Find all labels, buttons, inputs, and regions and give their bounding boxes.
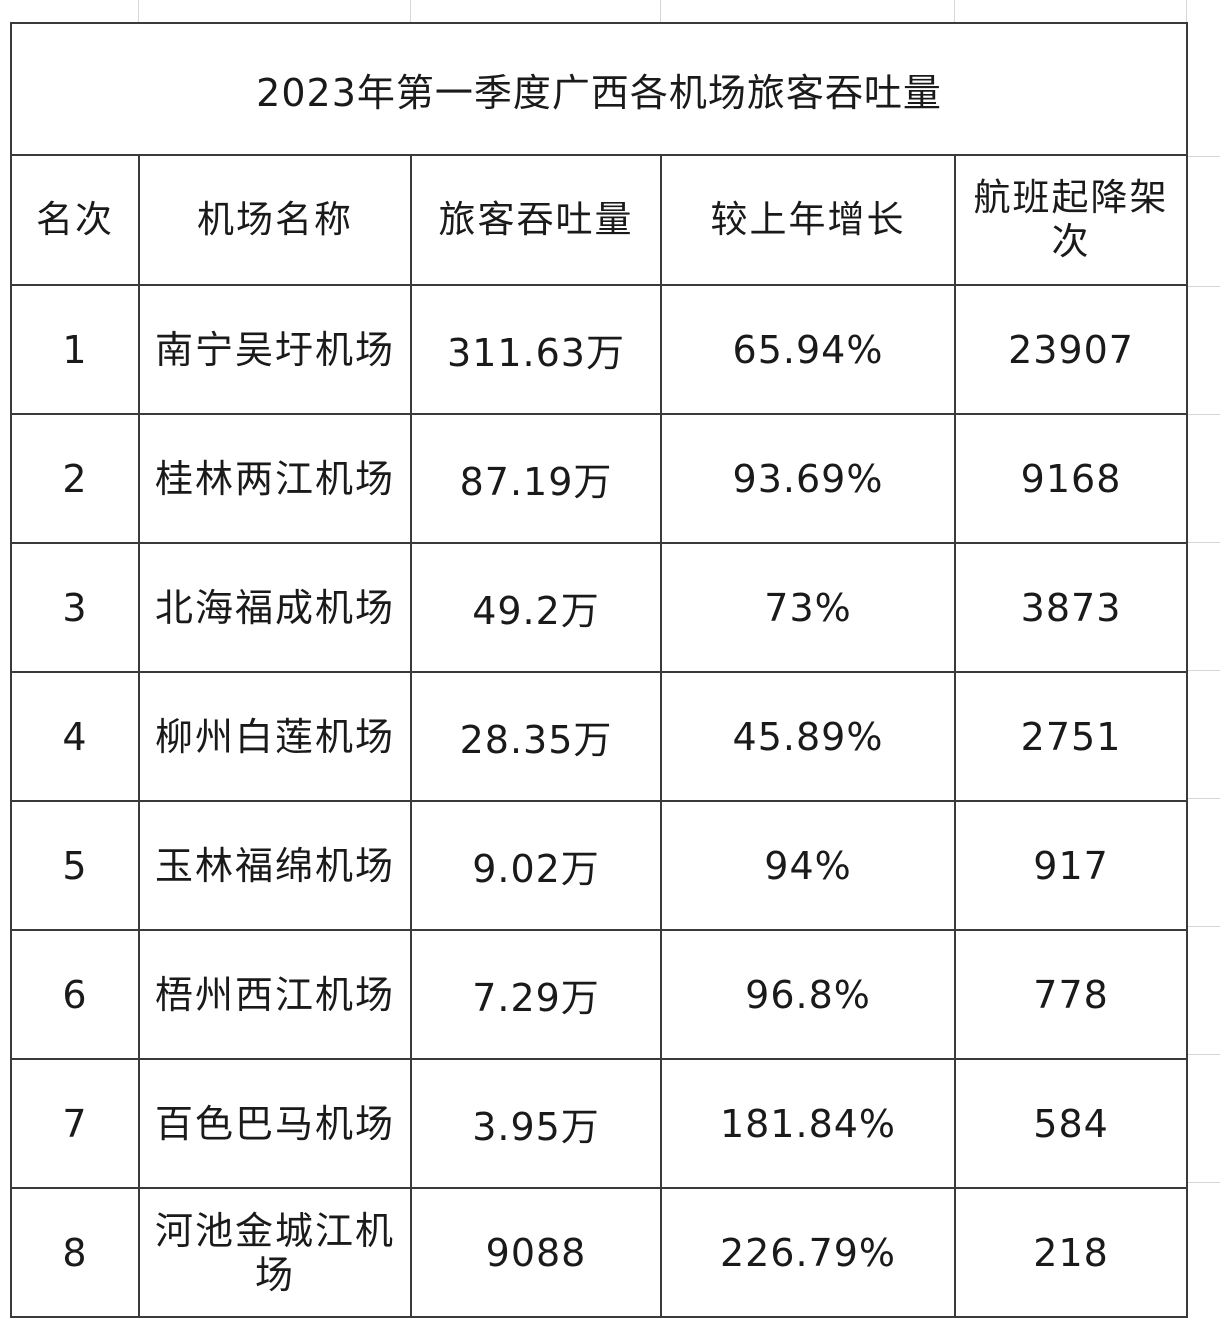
rank-cell[interactable]: 2 bbox=[10, 413, 140, 544]
airport-name-cell[interactable]: 桂林两江机场 bbox=[138, 413, 412, 544]
airport-name-cell[interactable]: 柳州白莲机场 bbox=[138, 671, 412, 802]
airport-name-cell[interactable]: 河池金城江机场 bbox=[138, 1187, 412, 1318]
growth-cell[interactable]: 73% bbox=[660, 542, 956, 673]
table-row: 3 北海福成机场 49.2万 73% 3873 bbox=[10, 542, 1189, 673]
flights-cell[interactable]: 23907 bbox=[953, 284, 1189, 415]
flights-cell[interactable]: 584 bbox=[953, 1058, 1189, 1189]
passengers-cell[interactable]: 49.2万 bbox=[410, 542, 662, 673]
airport-name-cell[interactable]: 南宁吴圩机场 bbox=[138, 284, 412, 415]
growth-cell[interactable]: 94% bbox=[660, 800, 956, 931]
airport-name-cell[interactable]: 百色巴马机场 bbox=[138, 1058, 412, 1189]
airport-name-cell[interactable]: 玉林福绵机场 bbox=[138, 800, 412, 931]
growth-cell[interactable]: 45.89% bbox=[660, 671, 956, 802]
flights-cell[interactable]: 2751 bbox=[953, 671, 1189, 802]
header-rank[interactable]: 名次 bbox=[10, 154, 140, 286]
passengers-cell[interactable]: 28.35万 bbox=[410, 671, 662, 802]
header-growth[interactable]: 较上年增长 bbox=[660, 154, 956, 286]
airport-passenger-table: 2023年第一季度广西各机场旅客吞吐量 名次 机场名称 旅客吞吐量 较上年增长 … bbox=[9, 22, 1189, 1318]
table-row: 7 百色巴马机场 3.95万 181.84% 584 bbox=[10, 1058, 1189, 1189]
table-row: 2 桂林两江机场 87.19万 93.69% 9168 bbox=[10, 413, 1189, 544]
rank-cell[interactable]: 1 bbox=[10, 284, 140, 415]
airport-name-cell[interactable]: 北海福成机场 bbox=[138, 542, 412, 673]
header-passengers[interactable]: 旅客吞吐量 bbox=[410, 154, 662, 286]
airport-table-container: 2023年第一季度广西各机场旅客吞吐量 名次 机场名称 旅客吞吐量 较上年增长 … bbox=[9, 22, 1189, 1322]
growth-cell[interactable]: 226.79% bbox=[660, 1187, 956, 1318]
rank-cell[interactable]: 4 bbox=[10, 671, 140, 802]
rank-cell[interactable]: 7 bbox=[10, 1058, 140, 1189]
table-row: 4 柳州白莲机场 28.35万 45.89% 2751 bbox=[10, 671, 1189, 802]
table-title[interactable]: 2023年第一季度广西各机场旅客吞吐量 bbox=[9, 22, 1189, 156]
passengers-cell[interactable]: 9.02万 bbox=[410, 800, 662, 931]
flights-cell[interactable]: 9168 bbox=[953, 413, 1189, 544]
rank-cell[interactable]: 3 bbox=[10, 542, 140, 673]
rank-cell[interactable]: 8 bbox=[10, 1187, 140, 1318]
growth-cell[interactable]: 96.8% bbox=[660, 929, 956, 1060]
header-airport-name[interactable]: 机场名称 bbox=[138, 154, 412, 286]
table-row: 6 梧州西江机场 7.29万 96.8% 778 bbox=[10, 929, 1189, 1060]
flights-cell[interactable]: 218 bbox=[953, 1187, 1189, 1318]
rank-cell[interactable]: 6 bbox=[10, 929, 140, 1060]
header-flights[interactable]: 航班起降架次 bbox=[953, 154, 1189, 286]
airport-name-cell[interactable]: 梧州西江机场 bbox=[138, 929, 412, 1060]
passengers-cell[interactable]: 87.19万 bbox=[410, 413, 662, 544]
passengers-cell[interactable]: 7.29万 bbox=[410, 929, 662, 1060]
table-title-row: 2023年第一季度广西各机场旅客吞吐量 bbox=[9, 22, 1189, 156]
passengers-cell[interactable]: 9088 bbox=[410, 1187, 662, 1318]
growth-cell[interactable]: 65.94% bbox=[660, 284, 956, 415]
flights-cell[interactable]: 3873 bbox=[953, 542, 1189, 673]
growth-cell[interactable]: 181.84% bbox=[660, 1058, 956, 1189]
flights-cell[interactable]: 917 bbox=[953, 800, 1189, 931]
flights-cell[interactable]: 778 bbox=[953, 929, 1189, 1060]
passengers-cell[interactable]: 3.95万 bbox=[410, 1058, 662, 1189]
rank-cell[interactable]: 5 bbox=[10, 800, 140, 931]
passengers-cell[interactable]: 311.63万 bbox=[410, 284, 662, 415]
table-row: 1 南宁吴圩机场 311.63万 65.94% 23907 bbox=[10, 284, 1189, 415]
table-row: 8 河池金城江机场 9088 226.79% 218 bbox=[10, 1187, 1189, 1318]
table-row: 5 玉林福绵机场 9.02万 94% 917 bbox=[10, 800, 1189, 931]
growth-cell[interactable]: 93.69% bbox=[660, 413, 956, 544]
table-header-row: 名次 机场名称 旅客吞吐量 较上年增长 航班起降架次 bbox=[10, 154, 1189, 286]
